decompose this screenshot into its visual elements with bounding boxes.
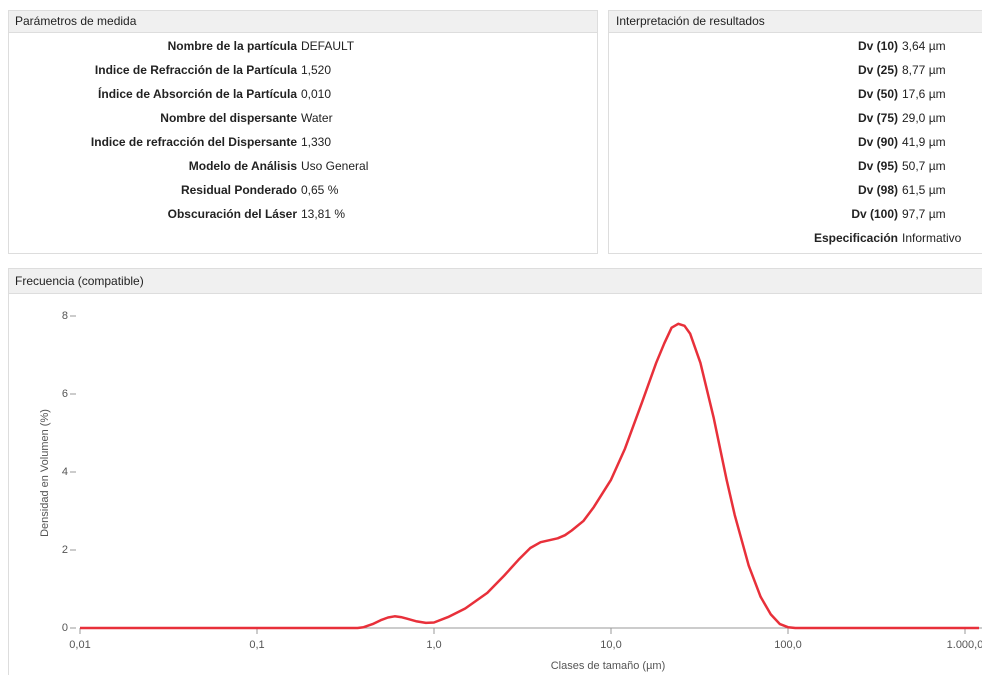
y-tick-label: 4 [62,466,68,478]
y-tick-label: 0 [62,622,68,634]
y-tick-label: 8 [62,310,68,322]
param-value: 1,520 [301,63,331,77]
param-label: Nombre del dispersante [160,111,297,125]
result-value: 17,6 µm [902,87,946,101]
x-tick-label: 100,0 [774,639,802,651]
y-axis-label: Densidad en Volumen (%) [39,409,51,537]
params-title: Parámetros de medida [15,14,137,28]
result-value: 61,5 µm [902,183,946,197]
result-label: Especificación [814,231,898,245]
params-panel [8,10,598,254]
x-tick-label: 1,0 [426,639,441,651]
param-value: DEFAULT [301,39,355,53]
result-value: 3,64 µm [902,39,946,53]
result-label: Dv (25) [858,63,898,77]
param-label: Residual Ponderado [181,183,297,197]
params-header [8,10,598,33]
x-axis-label: Clases de tamaño (µm) [551,660,666,672]
result-label: Dv (98) [858,183,898,197]
result-label: Dv (75) [858,111,898,125]
y-tick-label: 2 [62,544,68,556]
param-value: Uso General [301,159,368,173]
result-value: 97,7 µm [902,207,946,221]
results-header [608,10,982,33]
chart-title: Frecuencia (compatible) [15,274,144,288]
result-value: 50,7 µm [902,159,946,173]
param-value: Water [301,111,333,125]
result-label: Dv (10) [858,39,898,53]
results-title: Interpretación de resultados [616,14,765,28]
param-value: 1,330 [301,135,331,149]
param-label: Nombre de la partícula [168,39,298,53]
param-label: Modelo de Análisis [189,159,298,173]
x-tick-label: 0,01 [69,639,90,651]
chart-panel [8,268,982,675]
size-distribution-line [80,322,979,630]
chart-header [8,268,982,294]
x-tick-label: 0,1 [249,639,264,651]
x-tick-label: 10,0 [600,639,621,651]
param-value: 13,81 % [301,207,345,221]
results-panel [608,10,982,254]
y-tick-label: 6 [62,388,68,400]
result-value: 8,77 µm [902,63,946,77]
param-label: Indice de Refracción de la Partícula [95,63,297,77]
param-label: Índice de Absorción de la Partícula [98,86,297,101]
result-value: Informativo [902,231,962,245]
param-value: 0,010 [301,87,331,101]
x-tick-label: 1.000,0 [947,639,982,651]
param-label: Indice de refracción del Dispersante [91,135,297,149]
param-label: Obscuración del Láser [168,207,298,221]
result-label: Dv (90) [858,135,898,149]
result-value: 29,0 µm [902,111,946,125]
result-label: Dv (95) [858,159,898,173]
result-label: Dv (100) [851,207,898,221]
result-label: Dv (50) [858,87,898,101]
result-value: 41,9 µm [902,135,946,149]
param-value: 0,65 % [301,183,339,197]
